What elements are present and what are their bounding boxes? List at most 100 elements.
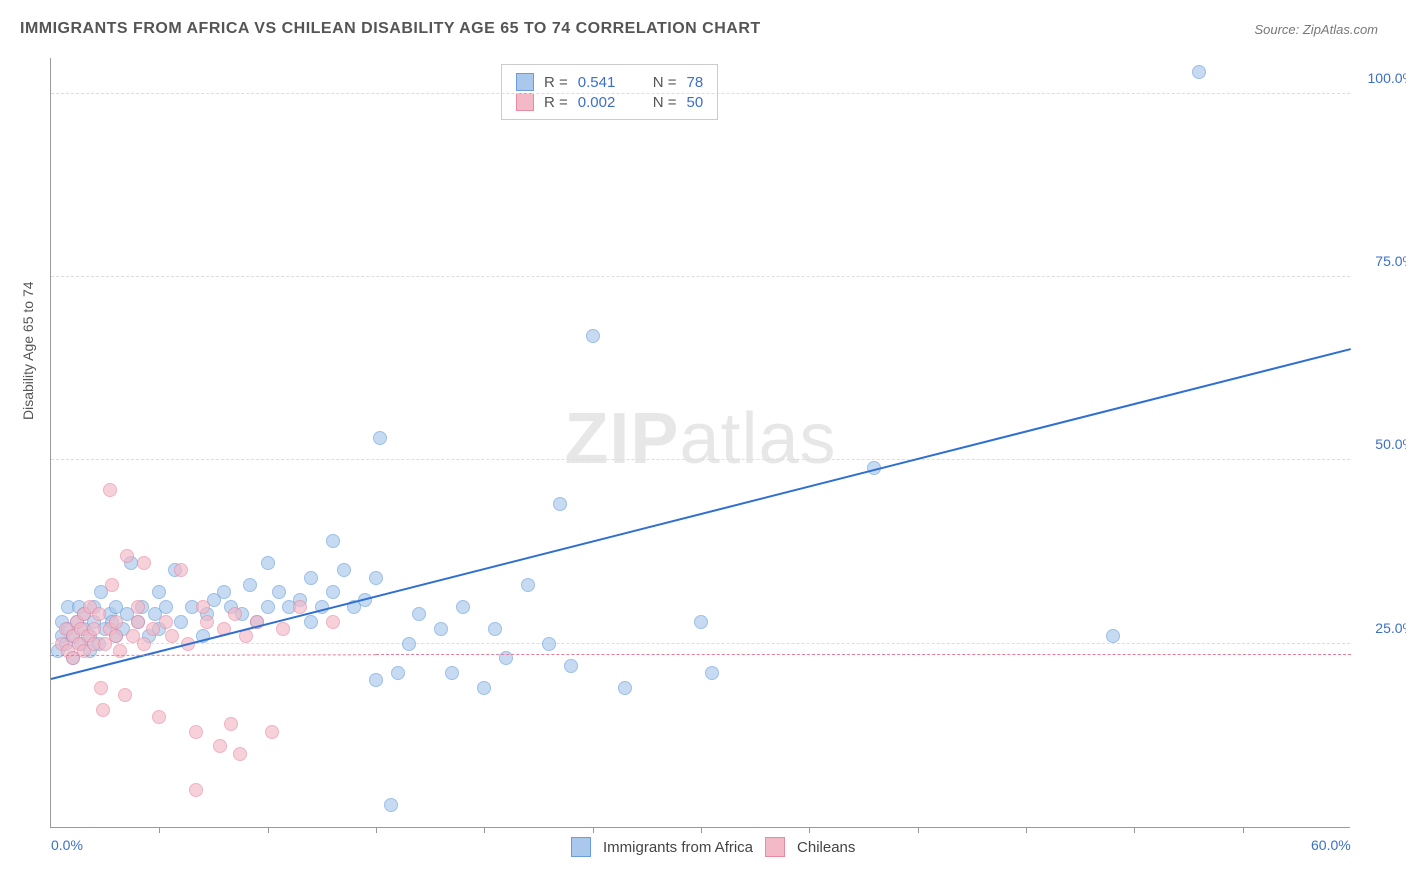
x-tick <box>1243 827 1244 833</box>
data-point-chileans <box>146 622 160 636</box>
data-point-chileans <box>196 600 210 614</box>
legend-n-label: N = <box>653 94 677 111</box>
data-point-africa <box>337 563 351 577</box>
data-point-africa <box>564 659 578 673</box>
data-point-chileans <box>152 710 166 724</box>
data-point-africa <box>369 673 383 687</box>
data-point-africa <box>445 666 459 680</box>
data-point-africa <box>261 556 275 570</box>
y-tick-label: 25.0% <box>1375 620 1406 636</box>
legend-r-value: 0.002 <box>578 94 633 111</box>
chart-title: IMMIGRANTS FROM AFRICA VS CHILEAN DISABI… <box>20 20 761 38</box>
data-point-africa <box>553 497 567 511</box>
x-tick-label: 60.0% <box>1311 837 1351 853</box>
y-tick-label: 50.0% <box>1375 436 1406 452</box>
x-tick <box>701 827 702 833</box>
legend-r-label: R = <box>544 74 568 91</box>
gridline-h <box>51 459 1350 460</box>
data-point-chileans <box>137 637 151 651</box>
data-point-africa <box>243 578 257 592</box>
data-point-chileans <box>109 629 123 643</box>
data-point-africa <box>304 571 318 585</box>
data-point-africa <box>369 571 383 585</box>
series-legend: Immigrants from Africa Chileans <box>571 837 855 857</box>
data-point-africa <box>521 578 535 592</box>
legend-r-label: R = <box>544 94 568 111</box>
data-point-chileans <box>189 783 203 797</box>
legend-n-value: 78 <box>687 74 704 91</box>
data-point-africa <box>434 622 448 636</box>
data-point-africa <box>1192 65 1206 79</box>
x-tick <box>268 827 269 833</box>
trend-line-chileans <box>51 654 376 656</box>
legend-series-label: Immigrants from Africa <box>603 839 753 856</box>
data-point-chileans <box>165 629 179 643</box>
data-point-chileans <box>120 549 134 563</box>
data-point-africa <box>272 585 286 599</box>
x-tick <box>1134 827 1135 833</box>
data-point-chileans <box>96 703 110 717</box>
data-point-chileans <box>293 600 307 614</box>
data-point-chileans <box>87 622 101 636</box>
data-point-chileans <box>103 483 117 497</box>
x-tick <box>159 827 160 833</box>
source-label: Source: ZipAtlas.com <box>1254 22 1378 37</box>
legend-r-value: 0.541 <box>578 74 633 91</box>
legend-swatch <box>765 837 785 857</box>
legend-swatch <box>516 93 534 111</box>
data-point-chileans <box>159 615 173 629</box>
x-tick <box>484 827 485 833</box>
data-point-africa <box>152 585 166 599</box>
data-point-chileans <box>213 739 227 753</box>
data-point-africa <box>391 666 405 680</box>
legend-series-label: Chileans <box>797 839 855 856</box>
legend-swatch <box>571 837 591 857</box>
gridline-h <box>51 93 1350 94</box>
data-point-chileans <box>92 607 106 621</box>
data-point-africa <box>586 329 600 343</box>
x-tick <box>376 827 377 833</box>
data-point-chileans <box>189 725 203 739</box>
legend-n-value: 50 <box>687 94 704 111</box>
x-tick <box>1026 827 1027 833</box>
y-tick-label: 75.0% <box>1375 253 1406 269</box>
data-point-chileans <box>109 615 123 629</box>
data-point-africa <box>174 615 188 629</box>
x-tick <box>918 827 919 833</box>
data-point-chileans <box>94 681 108 695</box>
data-point-chileans <box>131 600 145 614</box>
x-tick <box>809 827 810 833</box>
data-point-chileans <box>137 556 151 570</box>
data-point-africa <box>705 666 719 680</box>
data-point-chileans <box>224 717 238 731</box>
data-point-africa <box>373 431 387 445</box>
x-tick-label: 0.0% <box>51 837 83 853</box>
data-point-africa <box>456 600 470 614</box>
legend-swatch <box>516 73 534 91</box>
trend-line-africa <box>51 348 1351 680</box>
data-point-africa <box>477 681 491 695</box>
data-point-africa <box>542 637 556 651</box>
y-axis-label: Disability Age 65 to 74 <box>20 281 36 420</box>
data-point-chileans <box>105 578 119 592</box>
data-point-africa <box>402 637 416 651</box>
data-point-africa <box>384 798 398 812</box>
data-point-chileans <box>265 725 279 739</box>
data-point-africa <box>326 534 340 548</box>
gridline-h <box>51 276 1350 277</box>
x-tick <box>593 827 594 833</box>
data-point-chileans <box>174 563 188 577</box>
data-point-africa <box>159 600 173 614</box>
data-point-chileans <box>276 622 290 636</box>
data-point-africa <box>217 585 231 599</box>
y-tick-label: 100.0% <box>1368 70 1406 86</box>
data-point-chileans <box>113 644 127 658</box>
data-point-africa <box>618 681 632 695</box>
data-point-chileans <box>200 615 214 629</box>
data-point-africa <box>694 615 708 629</box>
plot-area: ZIPatlas R =0.541N =78R =0.002N =50 Immi… <box>50 58 1350 828</box>
data-point-africa <box>326 585 340 599</box>
data-point-chileans <box>131 615 145 629</box>
data-point-chileans <box>233 747 247 761</box>
data-point-africa <box>304 615 318 629</box>
